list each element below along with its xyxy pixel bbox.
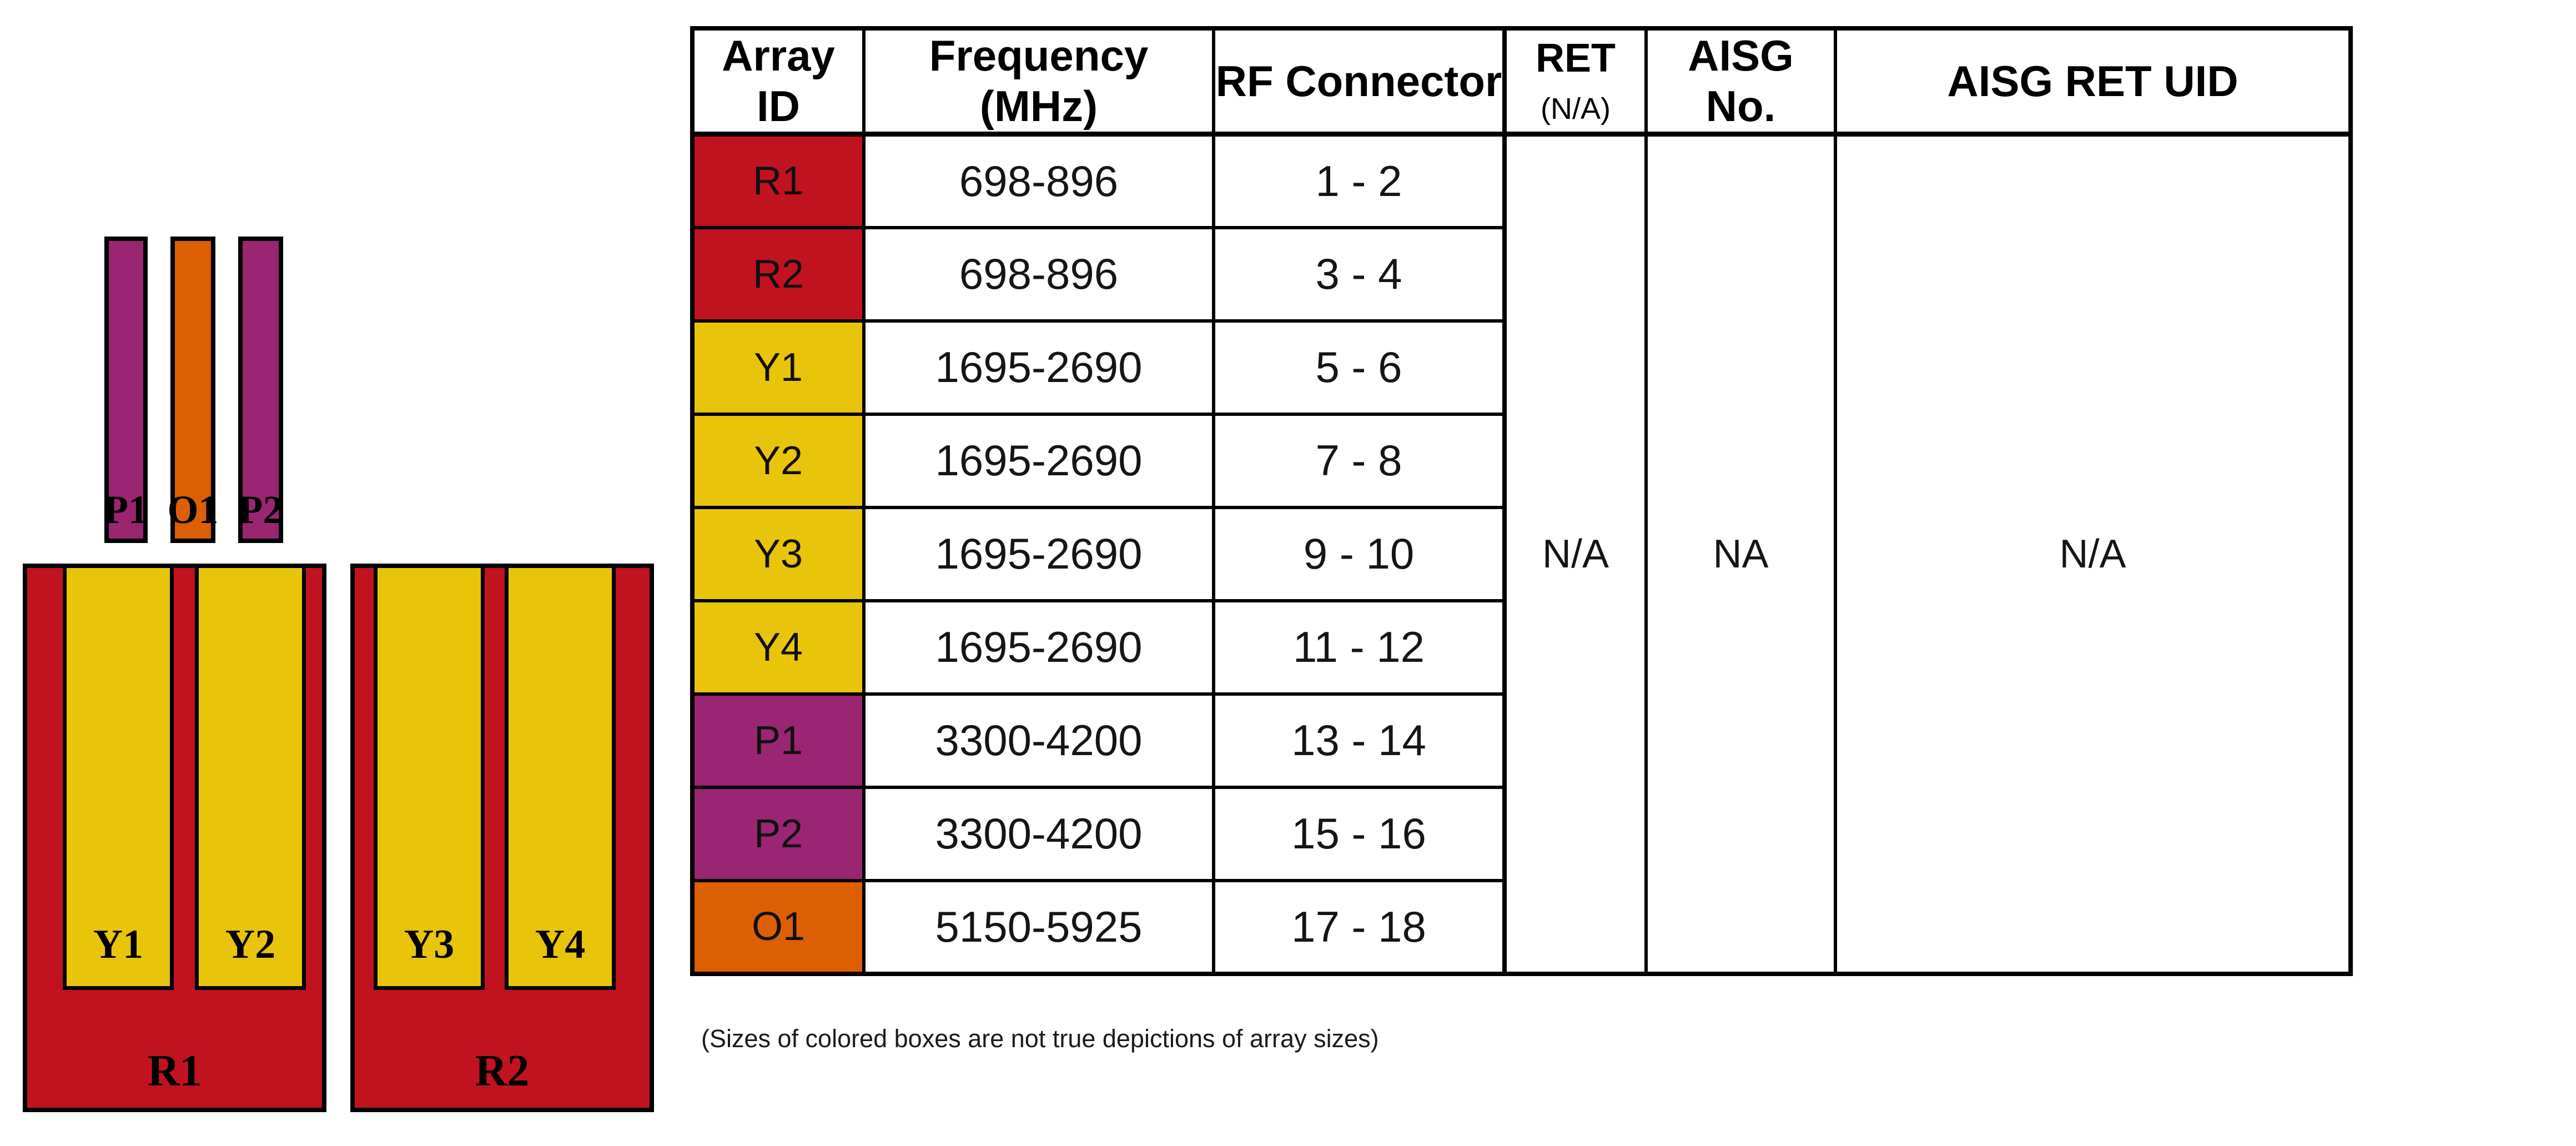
array-box-y2: Y2: [195, 568, 306, 990]
rf-connector-cell: 1 - 2: [1212, 132, 1506, 229]
array-id-cell: R2: [691, 225, 866, 323]
array-id-cell: P1: [691, 692, 866, 789]
rf-connector-cell: 17 - 18: [1212, 878, 1506, 976]
array-id-cell: O1: [691, 878, 866, 976]
array-id-cell: Y3: [691, 505, 866, 602]
frequency-cell: 1695-2690: [862, 505, 1215, 602]
array-box-y1: Y1: [63, 568, 174, 990]
array-box-r1: Y1 Y2 R1: [23, 564, 326, 1112]
spec-table: Array ID Frequency (MHz) RF Connector RE…: [690, 26, 2353, 976]
frequency-cell: 5150-5925: [862, 878, 1215, 976]
array-id-cell: Y1: [691, 319, 866, 416]
table-row: Y4 1695-2690 11 - 12: [691, 599, 2351, 696]
spec-table-body: R1 698-896 1 - 2 N/A NA N/A R2 698-896 3 - 4 Y1 16…: [691, 132, 2352, 976]
table-row: Y2 1695-2690 7 - 8: [691, 412, 2351, 509]
table-header-row: Array ID Frequency (MHz) RF Connector RE…: [691, 27, 2352, 137]
column-header-aisg-no: AISG No.: [1644, 27, 1837, 137]
ret-merged-cell: N/A: [1502, 132, 1648, 976]
array-id-cell: P2: [691, 785, 866, 882]
array-box-y2-label: Y2: [225, 922, 276, 967]
rf-connector-cell: 3 - 4: [1212, 225, 1506, 323]
column-header-array-id: Array ID: [691, 27, 866, 137]
rf-connector-cell: 5 - 6: [1212, 319, 1506, 416]
ret-header-label: RET: [1536, 36, 1616, 81]
aisg-no-merged-cell: NA: [1644, 132, 1837, 976]
rf-connector-cell: 15 - 16: [1212, 785, 1506, 882]
table-row: R2 698-896 3 - 4: [691, 225, 2351, 323]
frequency-cell: 1695-2690: [862, 412, 1215, 509]
table-row: O1 5150-5925 17 - 18: [691, 878, 2351, 976]
array-box-r1-label: R1: [147, 1047, 202, 1095]
array-box-p2-label: P2: [238, 487, 283, 532]
array-id-cell: Y2: [691, 412, 866, 509]
table-row: R1 698-896 1 - 2 N/A NA N/A: [691, 132, 2352, 976]
table-row: P2 3300-4200 15 - 16: [691, 785, 2351, 882]
array-id-cell: Y4: [691, 599, 866, 696]
array-box-y3: Y3: [374, 568, 485, 990]
array-box-o1-label: O1: [167, 487, 219, 532]
array-box-r2: Y3 Y4 R2: [350, 564, 654, 1112]
ret-header-subtext: (N/A): [1541, 92, 1611, 125]
rf-connector-cell: 11 - 12: [1212, 599, 1506, 696]
array-box-r2-label: R2: [475, 1047, 530, 1095]
column-header-ret: RET (N/A): [1502, 27, 1648, 137]
table-row: Y3 1695-2690 9 - 10: [691, 505, 2351, 602]
frequency-cell: 3300-4200: [862, 692, 1215, 789]
column-header-rf-connector: RF Connector: [1212, 27, 1506, 137]
frequency-cell: 1695-2690: [862, 599, 1215, 696]
array-box-o1: O1: [167, 237, 219, 543]
frequency-cell: 3300-4200: [862, 785, 1215, 882]
rf-connector-cell: 13 - 14: [1212, 692, 1506, 789]
aisg-ret-uid-merged-cell: N/A: [1834, 132, 2352, 976]
array-box-y4: Y4: [505, 568, 616, 990]
array-box-y4-label: Y4: [535, 922, 586, 967]
column-header-aisg-ret-uid: AISG RET UID: [1834, 27, 2352, 137]
array-box-y3-label: Y3: [404, 922, 455, 967]
array-box-y1-label: Y1: [93, 922, 144, 967]
frequency-cell: 698-896: [862, 225, 1215, 323]
array-box-p2: P2: [238, 237, 283, 543]
table-row: P1 3300-4200 13 - 14: [691, 692, 2351, 789]
rf-connector-cell: 9 - 10: [1212, 505, 1506, 602]
column-header-frequency: Frequency (MHz): [862, 27, 1215, 137]
frequency-cell: 698-896: [862, 132, 1215, 229]
frequency-cell: 1695-2690: [862, 319, 1215, 416]
figure-note: (Sizes of colored boxes are not true dep…: [701, 1024, 1379, 1053]
rf-connector-cell: 7 - 8: [1212, 412, 1506, 509]
array-box-p1: P1: [104, 237, 148, 543]
array-box-p1-label: P1: [104, 487, 148, 532]
array-id-cell: R1: [691, 132, 866, 229]
table-row: Y1 1695-2690 5 - 6: [691, 319, 2351, 416]
